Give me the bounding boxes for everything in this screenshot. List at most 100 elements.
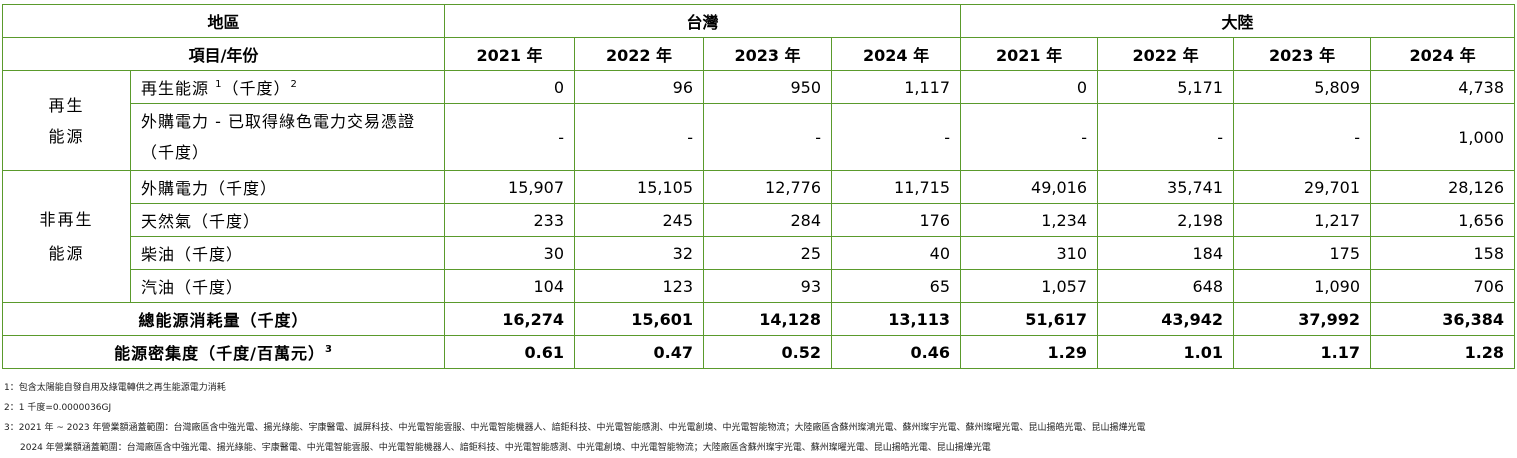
value-cell: 1,217 xyxy=(1233,203,1372,237)
intensity-value-cell: 1.28 xyxy=(1370,335,1516,369)
footnote: 1：包含太陽能自發自用及綠電轉供之再生能源電力消耗 xyxy=(4,383,226,393)
item-year-header: 項目/年份 xyxy=(1,37,446,71)
footnote: 2024 年營業額涵蓋範圍：台灣廠區含中強光電、揚光綠能、宇康醫電、中光電智能雲… xyxy=(20,443,991,453)
value-cell: 1,090 xyxy=(1233,269,1372,303)
category-label-line: 再生 xyxy=(48,95,85,115)
footnote-marker: 3 xyxy=(324,343,333,355)
intensity-label: 能源密集度（千度/百萬元）3 xyxy=(1,335,446,369)
value-cell: 49,016 xyxy=(960,170,1099,204)
region-header: 地區 xyxy=(1,4,446,38)
value-cell: - xyxy=(831,103,962,171)
year-header: 2024 年 xyxy=(1370,37,1516,71)
row-label: 再生能源 1（千度）2 xyxy=(129,70,446,104)
total-value-cell: 16,274 xyxy=(444,302,576,336)
energy-consumption-table: 地區 台灣 大陸 項目/年份 2021 年 2022 年 2023 年 2024… xyxy=(1,4,1516,369)
footnote-marker: 2 xyxy=(290,78,298,90)
value-cell: 28,126 xyxy=(1370,170,1516,204)
value-cell: 96 xyxy=(574,70,705,104)
value-cell: 65 xyxy=(831,269,962,303)
value-cell: 35,741 xyxy=(1097,170,1235,204)
total-row: 總能源消耗量（千度） 16,274 15,601 14,128 13,113 5… xyxy=(1,302,1516,336)
total-label: 總能源消耗量（千度） xyxy=(1,302,446,336)
renewable-category-cell: 再生 能源 xyxy=(2,70,131,171)
value-cell: 1,234 xyxy=(960,203,1099,237)
year-header: 2024 年 xyxy=(831,37,962,71)
value-cell: 30 xyxy=(444,236,576,270)
value-cell: 175 xyxy=(1233,236,1372,270)
value-cell: 1,656 xyxy=(1370,203,1516,237)
row-label: 外購電力 - 已取得綠色電力交易憑證（千度） xyxy=(129,103,446,171)
total-value-cell: 37,992 xyxy=(1233,302,1372,336)
row-label: 外購電力（千度） xyxy=(129,170,446,204)
table-row: 非再生 能源 外購電力（千度） 15,907 15,105 12,776 11,… xyxy=(2,170,1516,303)
year-header: 2021 年 xyxy=(960,37,1099,71)
value-cell: 158 xyxy=(1370,236,1516,270)
intensity-value-cell: 0.52 xyxy=(703,335,833,369)
year-header: 2021 年 xyxy=(444,37,576,71)
total-value-cell: 13,113 xyxy=(831,302,962,336)
footnote: 2：1 千度=0.0000036GJ xyxy=(4,403,112,413)
value-cell: 176 xyxy=(831,203,962,237)
row-label: 柴油（千度） xyxy=(129,236,446,270)
value-cell: 648 xyxy=(1097,269,1235,303)
value-cell: 284 xyxy=(703,203,833,237)
value-cell: - xyxy=(960,103,1099,171)
value-cell: 0 xyxy=(444,70,576,104)
value-cell: 104 xyxy=(444,269,576,303)
category-label-line: 能源 xyxy=(48,243,85,263)
value-cell: 233 xyxy=(444,203,576,237)
value-cell: 2,198 xyxy=(1097,203,1235,237)
value-cell: 15,907 xyxy=(444,170,576,204)
value-cell: - xyxy=(1097,103,1235,171)
intensity-row: 能源密集度（千度/百萬元）3 0.61 0.47 0.52 0.46 1.29 … xyxy=(1,335,1516,369)
value-cell: 4,738 xyxy=(1370,70,1516,104)
footnote-marker: 1 xyxy=(215,78,223,90)
value-cell: 1,117 xyxy=(831,70,962,104)
value-cell: 11,715 xyxy=(831,170,962,204)
total-value-cell: 36,384 xyxy=(1370,302,1516,336)
value-cell: 12,776 xyxy=(703,170,833,204)
total-value-cell: 43,942 xyxy=(1097,302,1235,336)
row-label-unit: （千度） xyxy=(222,79,291,98)
total-value-cell: 15,601 xyxy=(574,302,705,336)
value-cell: 1,000 xyxy=(1370,103,1516,171)
intensity-label-text: 能源密集度（千度/百萬元） xyxy=(114,344,325,363)
value-cell: - xyxy=(703,103,833,171)
year-header: 2022 年 xyxy=(1097,37,1235,71)
value-cell: 29,701 xyxy=(1233,170,1372,204)
year-header: 2023 年 xyxy=(1233,37,1372,71)
total-value-cell: 14,128 xyxy=(703,302,833,336)
intensity-value-cell: 0.47 xyxy=(574,335,705,369)
value-cell: - xyxy=(444,103,576,171)
category-label-line: 能源 xyxy=(48,126,85,146)
table-row: 柴油（千度） 30 32 25 40 310 184 175 158 xyxy=(3,236,1516,270)
header-row-years: 項目/年份 2021 年 2022 年 2023 年 2024 年 2021 年… xyxy=(1,37,1516,71)
mainland-header: 大陸 xyxy=(960,4,1516,38)
taiwan-header: 台灣 xyxy=(444,4,962,38)
intensity-value-cell: 1.17 xyxy=(1233,335,1372,369)
value-cell: 93 xyxy=(703,269,833,303)
total-value-cell: 51,617 xyxy=(960,302,1099,336)
nonrenewable-category-cell: 非再生 能源 xyxy=(2,170,131,303)
table-row: 外購電力 - 已取得綠色電力交易憑證（千度） - - - - - - - 1,0… xyxy=(3,103,1516,171)
value-cell: 310 xyxy=(960,236,1099,270)
intensity-value-cell: 1.29 xyxy=(960,335,1099,369)
table-row: 天然氣（千度） 233 245 284 176 1,234 2,198 1,21… xyxy=(3,203,1516,237)
table-row: 再生 能源 再生能源 1（千度）2 0 96 950 1,117 0 5,171… xyxy=(2,70,1516,171)
category-label-line: 非再生 xyxy=(39,209,94,229)
row-label-text: 再生能源 xyxy=(141,79,210,98)
value-cell: - xyxy=(1233,103,1372,171)
intensity-value-cell: 0.46 xyxy=(831,335,962,369)
intensity-value-cell: 1.01 xyxy=(1097,335,1235,369)
value-cell: 706 xyxy=(1370,269,1516,303)
row-label: 天然氣（千度） xyxy=(129,203,446,237)
value-cell: 1,057 xyxy=(960,269,1099,303)
value-cell: 245 xyxy=(574,203,705,237)
value-cell: 123 xyxy=(574,269,705,303)
value-cell: - xyxy=(574,103,705,171)
value-cell: 0 xyxy=(960,70,1099,104)
footnote: 3：2021 年 ~ 2023 年營業額涵蓋範圍：台灣廠區含中強光電、揚光綠能、… xyxy=(4,423,1146,433)
value-cell: 184 xyxy=(1097,236,1235,270)
year-header: 2022 年 xyxy=(574,37,705,71)
value-cell: 5,171 xyxy=(1097,70,1235,104)
